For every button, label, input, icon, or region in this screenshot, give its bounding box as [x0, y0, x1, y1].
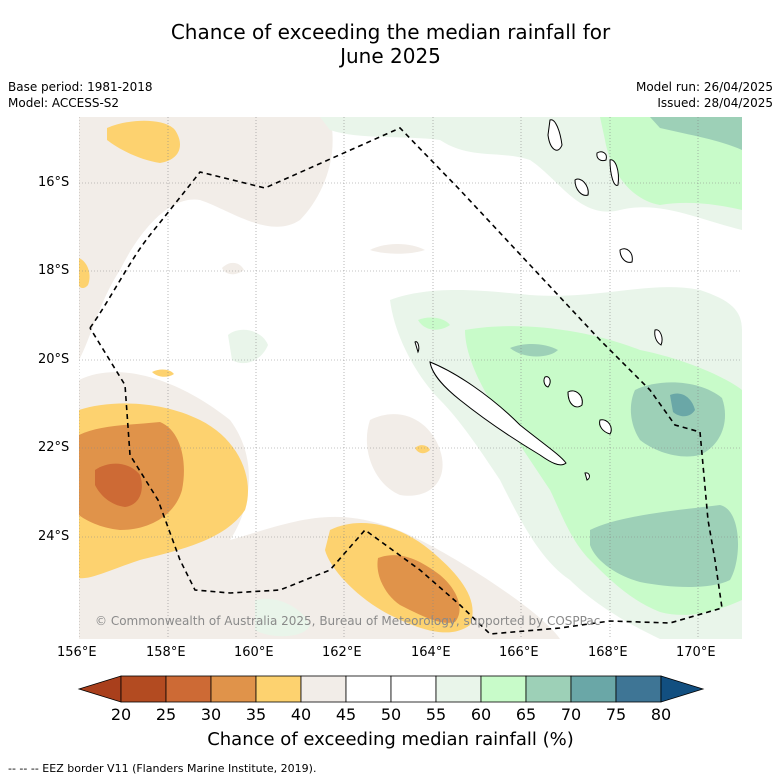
lat-tick-24: 24°S — [38, 529, 70, 544]
gridlines — [79, 117, 742, 639]
lon-tick-156: 156°E — [57, 645, 97, 660]
colorbar-bin-40-45 — [300, 675, 347, 703]
colorbar-tick-75: 75 — [605, 705, 627, 724]
model-run: Model run: 26/04/2025 — [635, 80, 773, 94]
map-area — [79, 117, 742, 639]
colorbar-tick-45: 45 — [335, 705, 357, 724]
lon-tick-168: 168°E — [588, 645, 628, 660]
new-caledonia-island — [429, 361, 567, 466]
colorbar-low-extend — [77, 675, 122, 703]
colorbar-tick-25: 25 — [155, 705, 177, 724]
colorbar-tick-60: 60 — [470, 705, 492, 724]
colorbar-bin-50-55 — [390, 675, 437, 703]
chart-title-line2: June 2025 — [340, 44, 441, 68]
lat-tick-16: 16°S — [38, 175, 70, 190]
contour-70-75 — [670, 393, 695, 417]
colorbar-bin-20-25 — [120, 675, 167, 703]
colorbar-bin-65-70 — [525, 675, 572, 703]
lon-tick-164: 164°E — [411, 645, 451, 660]
colorbar-tick-55: 55 — [425, 705, 447, 724]
colorbar-tick-35: 35 — [245, 705, 267, 724]
colorbar-bin-55-60 — [435, 675, 482, 703]
colorbar-tick-50: 50 — [380, 705, 402, 724]
colorbar-high-extend — [660, 675, 705, 703]
colorbar-tick-20: 20 — [110, 705, 132, 724]
contour-65-70 — [510, 117, 742, 587]
colorbar-bin-60-65 — [480, 675, 527, 703]
colorbar-bin-25-30 — [165, 675, 212, 703]
colorbar-tick-80: 80 — [650, 705, 672, 724]
colorbar-bin-75-80 — [615, 675, 662, 703]
chart-title-line1: Chance of exceeding the median rainfall … — [170, 20, 611, 44]
colorbar-tick-40: 40 — [290, 705, 312, 724]
contour-25-30 — [95, 463, 142, 507]
model-name: Model: ACCESS-S2 — [8, 96, 120, 110]
issued-date: Issued: 28/04/2025 — [657, 96, 773, 110]
lat-tick-18: 18°S — [38, 263, 70, 278]
colorbar-label: Chance of exceeding median rainfall (%) — [207, 729, 574, 750]
land-outlines — [414, 119, 663, 481]
colorbar-bin-45-50 — [345, 675, 392, 703]
eez-border — [89, 127, 723, 635]
lon-tick-170: 170°E — [676, 645, 716, 660]
colorbar — [77, 675, 705, 703]
base-period: Base period: 1981-2018 — [8, 80, 153, 94]
eez-legend-note: -- -- -- EEZ border V11 (Flanders Marine… — [8, 762, 317, 775]
lon-tick-162: 162°E — [322, 645, 362, 660]
colorbar-tick-30: 30 — [200, 705, 222, 724]
colorbar-bin-35-40 — [255, 675, 302, 703]
lon-tick-158: 158°E — [146, 645, 186, 660]
colorbar-bin-70-75 — [570, 675, 617, 703]
copyright-notice: © Commonwealth of Australia 2025, Bureau… — [95, 614, 601, 628]
lat-tick-20: 20°S — [38, 352, 70, 367]
lon-tick-160: 160°E — [234, 645, 274, 660]
colorbar-tick-70: 70 — [560, 705, 582, 724]
lat-tick-22: 22°S — [38, 440, 70, 455]
colorbar-tick-65: 65 — [515, 705, 537, 724]
colorbar-bin-30-35 — [210, 675, 257, 703]
lon-tick-166: 166°E — [499, 645, 539, 660]
